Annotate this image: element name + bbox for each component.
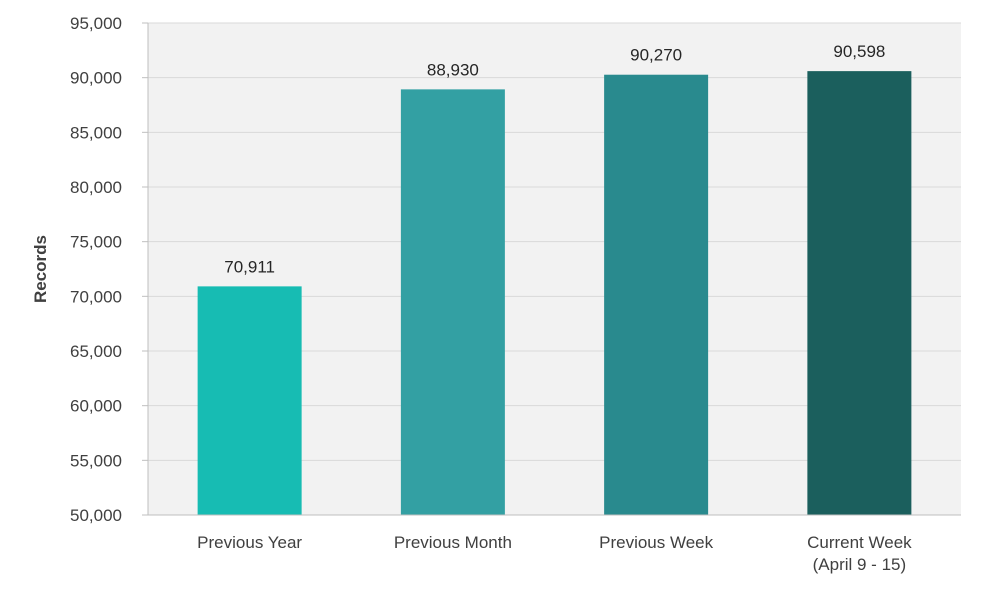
y-tick-label: 80,000: [70, 178, 122, 197]
bar: [604, 74, 709, 516]
data-labels: 70,911 88,930 90,270 90,598: [224, 42, 885, 276]
bar: [400, 89, 505, 516]
y-tick-label: 75,000: [70, 233, 122, 252]
x-category-label: Previous Week: [599, 533, 714, 552]
x-category-label: Current Week (April 9 - 15): [807, 533, 912, 574]
y-axis-ticks: 50,000 55,000 60,000 65,000 70,000 75,000 80,0…: [70, 14, 961, 525]
y-tick-label: 60,000: [70, 397, 122, 416]
x-axis-categories: Previous Year Previous Month Previous Week…: [197, 533, 912, 574]
y-tick-label: 95,000: [70, 14, 122, 33]
y-tick-label: 65,000: [70, 342, 122, 361]
bar-value-label: 90,598: [833, 42, 885, 61]
y-axis-title: Records: [31, 235, 50, 303]
y-tick-label: 90,000: [70, 69, 122, 88]
y-tick-label: 70,000: [70, 287, 122, 306]
bars: [197, 71, 912, 516]
bar-value-label: 88,930: [427, 60, 479, 79]
bar: [197, 286, 302, 515]
bar: [807, 71, 912, 515]
y-tick-label: 55,000: [70, 451, 122, 470]
bar-value-label: 70,911: [224, 257, 275, 276]
bar-value-label: 90,270: [630, 46, 682, 65]
x-category-label: Previous Year: [197, 533, 302, 552]
y-tick-label: 85,000: [70, 123, 122, 142]
x-category-label: Previous Month: [394, 533, 512, 552]
y-tick-label: 50,000: [70, 506, 122, 525]
